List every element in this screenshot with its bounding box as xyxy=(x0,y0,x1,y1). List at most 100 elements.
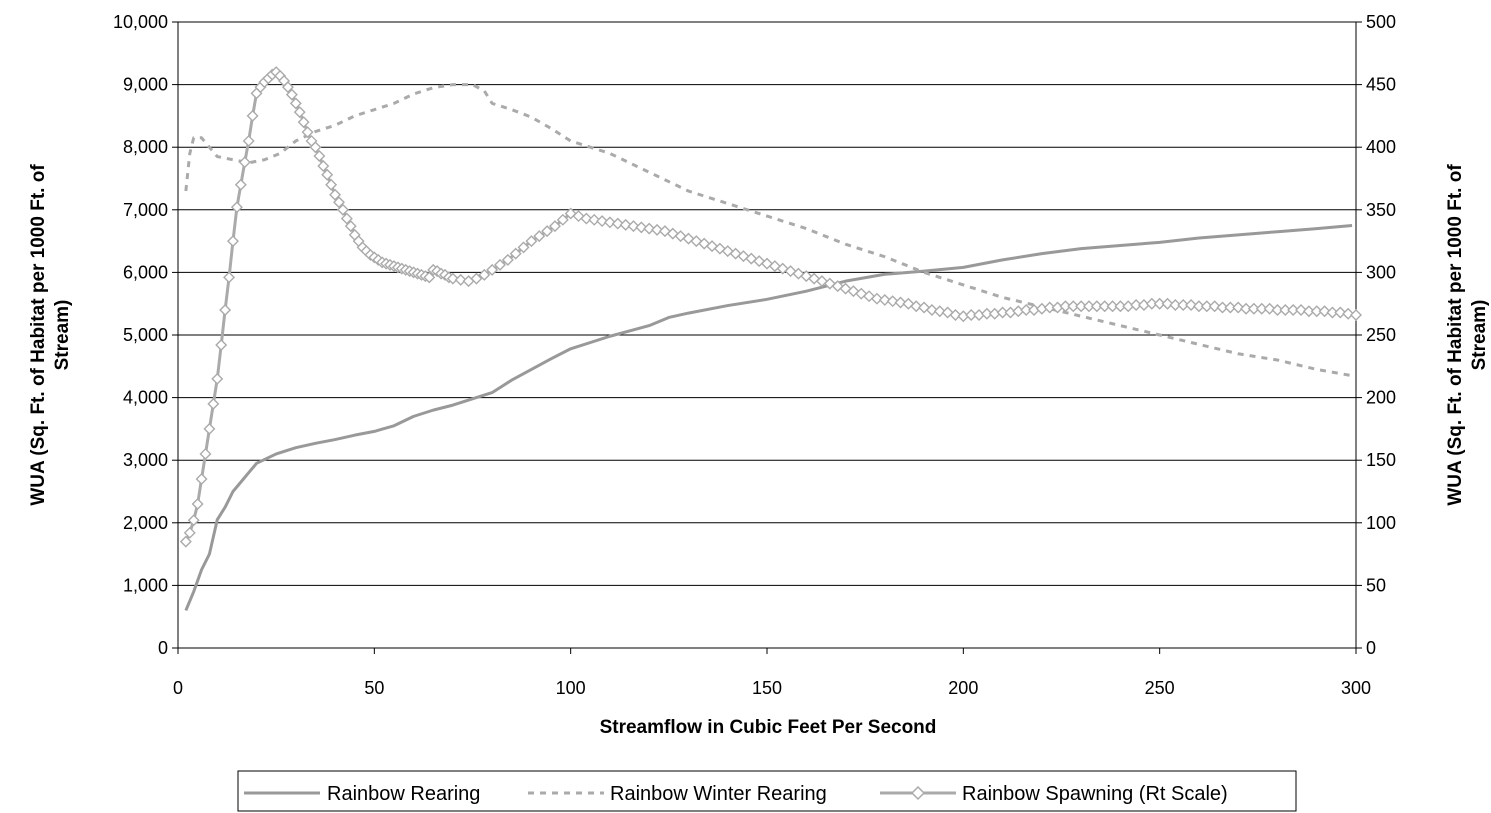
right-axis-title: WUA (Sq. Ft. of Habitat per 1000 Ft. of … xyxy=(1445,164,1490,506)
series-point-rainbow-spawning-rt-scale xyxy=(1192,300,1205,313)
series-point-rainbow-spawning-rt-scale xyxy=(1114,300,1127,313)
y-left-tick-label: 1,000 xyxy=(123,575,168,595)
y-right-tick-label: 300 xyxy=(1366,262,1396,282)
series-point-rainbow-spawning-rt-scale xyxy=(1247,302,1260,315)
series-point-rainbow-spawning-rt-scale xyxy=(446,272,459,285)
right-axis-title-line-1: WUA (Sq. Ft. of Habitat per 1000 Ft. of xyxy=(1445,164,1466,506)
tick-labels: 0 1,000 2,000 3,000 4,000 5,000 6,000 7,000 8,00… xyxy=(113,12,1396,698)
series-point-rainbow-spawning-rt-scale xyxy=(925,303,938,316)
series-point-rainbow-spawning-rt-scale xyxy=(478,268,491,281)
series-point-rainbow-spawning-rt-scale xyxy=(281,81,294,94)
series-point-rainbow-spawning-rt-scale xyxy=(1318,305,1331,318)
series-point-rainbow-spawning-rt-scale xyxy=(1200,300,1213,313)
y-left-tick-label: 8,000 xyxy=(123,137,168,157)
y-right-tick-label: 400 xyxy=(1366,137,1396,157)
series-point-rainbow-spawning-rt-scale xyxy=(643,222,656,235)
y-right-tick-label: 50 xyxy=(1366,575,1386,595)
legend: Rainbow Rearing Rainbow Winter Rearing R… xyxy=(237,770,1297,812)
series-point-rainbow-spawning-rt-scale xyxy=(1082,300,1095,313)
series-point-rainbow-spawning-rt-scale xyxy=(230,201,243,214)
series-point-rainbow-spawning-rt-scale xyxy=(470,272,483,285)
series-point-rainbow-spawning-rt-scale xyxy=(635,221,648,234)
series-point-rainbow-spawning-rt-scale xyxy=(533,230,546,243)
series-point-rainbow-spawning-rt-scale xyxy=(1271,303,1284,316)
series-point-rainbow-spawning-rt-scale xyxy=(1224,301,1237,314)
series-point-rainbow-spawning-rt-scale xyxy=(603,216,616,229)
y-right-tick-label: 450 xyxy=(1366,75,1396,95)
series-point-rainbow-spawning-rt-scale xyxy=(325,178,338,191)
series-point-rainbow-spawning-rt-scale xyxy=(996,306,1009,319)
series-point-rainbow-spawning-rt-scale xyxy=(1106,300,1119,313)
series-point-rainbow-spawning-rt-scale xyxy=(301,126,314,139)
y-left-tick-label: 7,000 xyxy=(123,200,168,220)
legend-box xyxy=(237,770,1297,812)
right-axis-title-line-2: Stream) xyxy=(1469,300,1490,371)
legend-swatch-rainbow-spawning-marker xyxy=(910,785,926,801)
series-point-rainbow-spawning-rt-scale xyxy=(965,308,978,321)
series-point-rainbow-spawning-rt-scale xyxy=(313,149,326,162)
series-point-rainbow-spawning-rt-scale xyxy=(293,106,306,119)
series-point-rainbow-spawning-rt-scale xyxy=(580,212,593,225)
series-point-rainbow-spawning-rt-scale xyxy=(234,178,247,191)
y-right-tick-label: 100 xyxy=(1366,513,1396,533)
y-left-tick-label: 2,000 xyxy=(123,513,168,533)
series-point-rainbow-spawning-rt-scale xyxy=(910,300,923,313)
series-point-rainbow-spawning-rt-scale xyxy=(226,235,239,248)
x-tick-label: 150 xyxy=(752,678,782,698)
x-tick-label: 100 xyxy=(556,678,586,698)
series-point-rainbow-spawning-rt-scale xyxy=(1263,302,1276,315)
series-point-rainbow-spawning-rt-scale xyxy=(187,514,200,527)
gridlines xyxy=(178,21,1356,586)
series-point-rainbow-spawning-rt-scale xyxy=(1342,307,1355,320)
series-point-rainbow-spawning-rt-scale xyxy=(336,203,349,216)
series-point-rainbow-spawning-rt-scale xyxy=(1130,298,1143,311)
series-point-rainbow-spawning-rt-scale xyxy=(1350,308,1362,321)
series-point-rainbow-spawning-rt-scale xyxy=(329,188,342,201)
series-point-rainbow-spawning-rt-scale xyxy=(183,526,196,539)
series-point-rainbow-spawning-rt-scale xyxy=(878,293,891,306)
series-point-rainbow-spawning-rt-scale xyxy=(493,258,506,271)
y-right-tick-label: 150 xyxy=(1366,450,1396,470)
series-point-rainbow-spawning-rt-scale xyxy=(195,472,208,485)
series-point-rainbow-spawning-rt-scale xyxy=(344,220,357,233)
series-point-rainbow-spawning-rt-scale xyxy=(886,295,899,308)
series-point-rainbow-spawning-rt-scale xyxy=(651,223,664,236)
series-point-rainbow-spawning-rt-scale xyxy=(1295,303,1308,316)
series-point-rainbow-spawning-rt-scale xyxy=(1232,301,1245,314)
series-point-rainbow-spawning-rt-scale xyxy=(215,339,228,352)
x-axis-title: Streamflow in Cubic Feet Per Second xyxy=(600,717,937,738)
legend-label-rainbow-rearing: Rainbow Rearing xyxy=(327,783,480,805)
series-point-rainbow-spawning-rt-scale xyxy=(619,218,632,231)
series-point-rainbow-spawning-rt-scale xyxy=(949,308,962,321)
series-point-rainbow-spawning-rt-scale xyxy=(1177,298,1190,311)
y-left-tick-label: 3,000 xyxy=(123,450,168,470)
series-point-rainbow-spawning-rt-scale xyxy=(501,253,514,266)
axes xyxy=(172,21,1362,654)
series-point-rainbow-spawning-rt-scale xyxy=(199,447,212,460)
series-point-rainbow-spawning-rt-scale xyxy=(541,225,554,238)
series-point-rainbow-spawning-rt-scale xyxy=(317,159,330,172)
series-point-rainbow-spawning-rt-scale xyxy=(423,271,436,284)
series-point-rainbow-spawning-rt-scale xyxy=(333,196,345,209)
series-point-rainbow-spawning-rt-scale xyxy=(223,271,236,284)
series-point-rainbow-spawning-rt-scale xyxy=(179,535,192,548)
series-point-rainbow-spawning-rt-scale xyxy=(1310,305,1323,318)
y-left-tick-label: 5,000 xyxy=(123,325,168,345)
x-tick-label: 0 xyxy=(173,678,183,698)
x-tick-label: 300 xyxy=(1341,678,1371,698)
y-left-tick-label: 9,000 xyxy=(123,75,168,95)
series-point-rainbow-spawning-rt-scale xyxy=(203,422,216,435)
series-point-rainbow-spawning-rt-scale xyxy=(1334,306,1347,319)
left-axis-title-line-1: WUA (Sq. Ft. of Habitat per 1000 Ft. of xyxy=(28,164,49,506)
y-left-tick-label: 10,000 xyxy=(113,12,168,32)
series-point-rainbow-spawning-rt-scale xyxy=(588,213,601,226)
series-point-rainbow-spawning-rt-scale xyxy=(1185,298,1198,311)
series-point-rainbow-spawning-rt-scale xyxy=(1326,306,1339,319)
series-point-rainbow-spawning-rt-scale xyxy=(246,109,259,122)
series-point-rainbow-spawning-rt-scale xyxy=(207,397,220,410)
series-point-rainbow-spawning-rt-scale xyxy=(894,296,907,309)
series-point-rainbow-spawning-rt-scale xyxy=(1067,300,1080,313)
series-point-rainbow-spawning-rt-scale xyxy=(242,134,255,147)
series-point-rainbow-spawning-rt-scale xyxy=(517,241,530,254)
